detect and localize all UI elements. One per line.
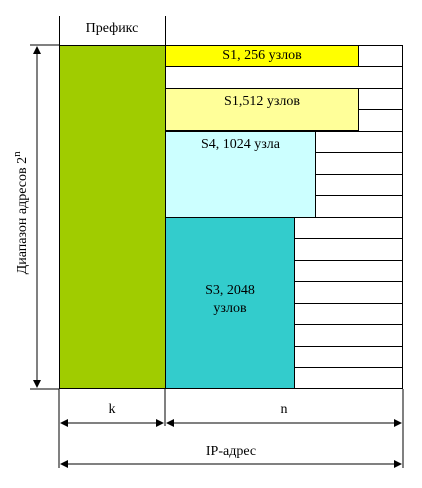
k-label: k	[108, 402, 116, 417]
prefix-header-left-tick	[59, 16, 60, 45]
row-line	[294, 260, 403, 261]
row-line	[315, 152, 403, 153]
s3-2048-label-line1: S3, 2048	[205, 283, 255, 298]
row-line	[294, 281, 403, 282]
s4-1024-block	[165, 131, 316, 218]
ip-address-label: IP-адрес	[205, 444, 257, 459]
row-line	[294, 303, 403, 304]
row-line	[315, 195, 403, 196]
s1-512-label: S1,512 узлов	[224, 94, 300, 109]
range-label-exponent: n	[11, 151, 24, 157]
row-line	[315, 174, 403, 175]
s1-256-label: S1, 256 узлов	[222, 48, 302, 63]
prefix-header-right-tick	[165, 16, 166, 45]
s3-2048-block	[165, 217, 295, 389]
prefix-label: Префикс	[85, 21, 139, 36]
row-line	[294, 324, 403, 325]
row-line	[294, 238, 403, 239]
row-line	[294, 346, 403, 347]
range-label-text: Диапазон адресов 2	[14, 156, 30, 275]
row-line	[358, 109, 403, 110]
row-line	[294, 367, 403, 368]
s1-256-block	[165, 45, 359, 67]
s4-1024-label: S4, 1024 узла	[200, 137, 281, 152]
prefix-block	[59, 45, 166, 389]
s1-512-block	[165, 88, 359, 131]
s3-2048-label-line2: узлов	[213, 301, 247, 316]
n-label: n	[280, 402, 288, 417]
